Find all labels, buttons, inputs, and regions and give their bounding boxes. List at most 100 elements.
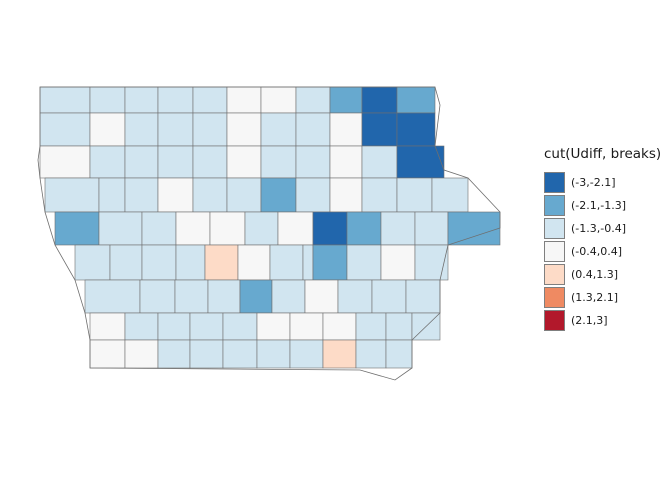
county xyxy=(44,177,100,213)
county xyxy=(109,244,143,281)
county xyxy=(157,312,191,341)
county xyxy=(302,244,314,281)
legend-swatch xyxy=(544,195,565,216)
county xyxy=(39,86,91,114)
county xyxy=(239,279,273,314)
legend-row: (1.3,2.1] xyxy=(544,286,661,309)
county xyxy=(260,112,297,147)
legend-swatch xyxy=(544,264,565,285)
legend-row: (2.1,3] xyxy=(544,309,661,332)
county xyxy=(405,279,441,314)
county xyxy=(256,312,291,341)
county xyxy=(39,145,91,179)
county xyxy=(447,211,501,246)
county xyxy=(222,312,258,341)
county xyxy=(89,339,126,369)
county xyxy=(260,177,297,213)
legend-row: (0.4,1.3] xyxy=(544,263,661,286)
county xyxy=(355,312,387,341)
county xyxy=(89,86,126,114)
county xyxy=(295,112,331,147)
county xyxy=(396,112,436,147)
county xyxy=(226,86,262,114)
legend-label: (0.4,1.3] xyxy=(571,268,619,281)
county xyxy=(139,279,176,314)
county xyxy=(157,339,191,369)
county xyxy=(380,211,416,246)
county xyxy=(295,86,331,114)
county xyxy=(312,244,348,281)
legend-swatch xyxy=(544,287,565,308)
county xyxy=(222,339,258,369)
county xyxy=(209,211,246,246)
county xyxy=(256,339,291,369)
legend-swatch xyxy=(544,310,565,331)
county xyxy=(277,211,314,246)
county xyxy=(380,244,416,281)
county xyxy=(260,86,297,114)
county xyxy=(414,211,449,246)
legend-label: (-3,-2.1] xyxy=(571,176,616,189)
county xyxy=(385,312,413,341)
legend-row: (-2.1,-1.3] xyxy=(544,194,661,217)
legend-swatch xyxy=(544,172,565,193)
county xyxy=(385,339,413,369)
county xyxy=(289,339,324,369)
legend-items: (-3,-2.1] (-2.1,-1.3] (-1.3,-0.4] (-0.4,0.4… xyxy=(544,171,661,332)
county xyxy=(355,339,387,369)
legend-row: (-3,-2.1] xyxy=(544,171,661,194)
county xyxy=(189,339,224,369)
county xyxy=(361,145,398,179)
county xyxy=(89,312,126,341)
legend-label: (-1.3,-0.4] xyxy=(571,222,627,235)
county xyxy=(141,211,177,246)
county xyxy=(329,112,363,147)
county xyxy=(361,177,398,213)
county xyxy=(189,312,224,341)
county xyxy=(329,86,363,114)
county xyxy=(414,244,449,281)
county xyxy=(84,279,141,314)
county xyxy=(124,339,159,369)
county xyxy=(174,279,209,314)
legend-label: (-2.1,-1.3] xyxy=(571,199,627,212)
legend-swatch xyxy=(544,241,565,262)
county xyxy=(226,112,262,147)
county xyxy=(361,86,398,114)
county xyxy=(124,312,159,341)
legend-title: cut(Udiff, breaks) xyxy=(544,146,662,162)
legend: cut(Udiff, breaks) (-3,-2.1] (-2.1,-1.3](… xyxy=(544,146,661,332)
legend-label: (-0.4,0.4] xyxy=(571,245,623,258)
county xyxy=(329,177,363,213)
county xyxy=(175,244,206,281)
county xyxy=(244,211,279,246)
county xyxy=(124,177,159,213)
county xyxy=(124,86,159,114)
county xyxy=(329,145,363,179)
county xyxy=(141,244,177,281)
county xyxy=(226,145,262,179)
county xyxy=(89,112,126,147)
county xyxy=(192,177,228,213)
county xyxy=(396,145,445,179)
legend-row: (-0.4,0.4] xyxy=(544,240,661,263)
county xyxy=(295,177,331,213)
county xyxy=(124,145,159,179)
county xyxy=(54,211,100,246)
county xyxy=(192,112,228,147)
county xyxy=(157,112,194,147)
county xyxy=(98,211,143,246)
county xyxy=(322,312,357,341)
county xyxy=(157,177,194,213)
county xyxy=(269,244,304,281)
county xyxy=(157,86,194,114)
county xyxy=(337,279,373,314)
county xyxy=(204,244,239,281)
legend-label: (1.3,2.1] xyxy=(571,291,619,304)
county xyxy=(431,177,469,213)
county xyxy=(74,244,111,281)
county xyxy=(304,279,339,314)
legend-label: (2.1,3] xyxy=(571,314,608,327)
county xyxy=(175,211,211,246)
